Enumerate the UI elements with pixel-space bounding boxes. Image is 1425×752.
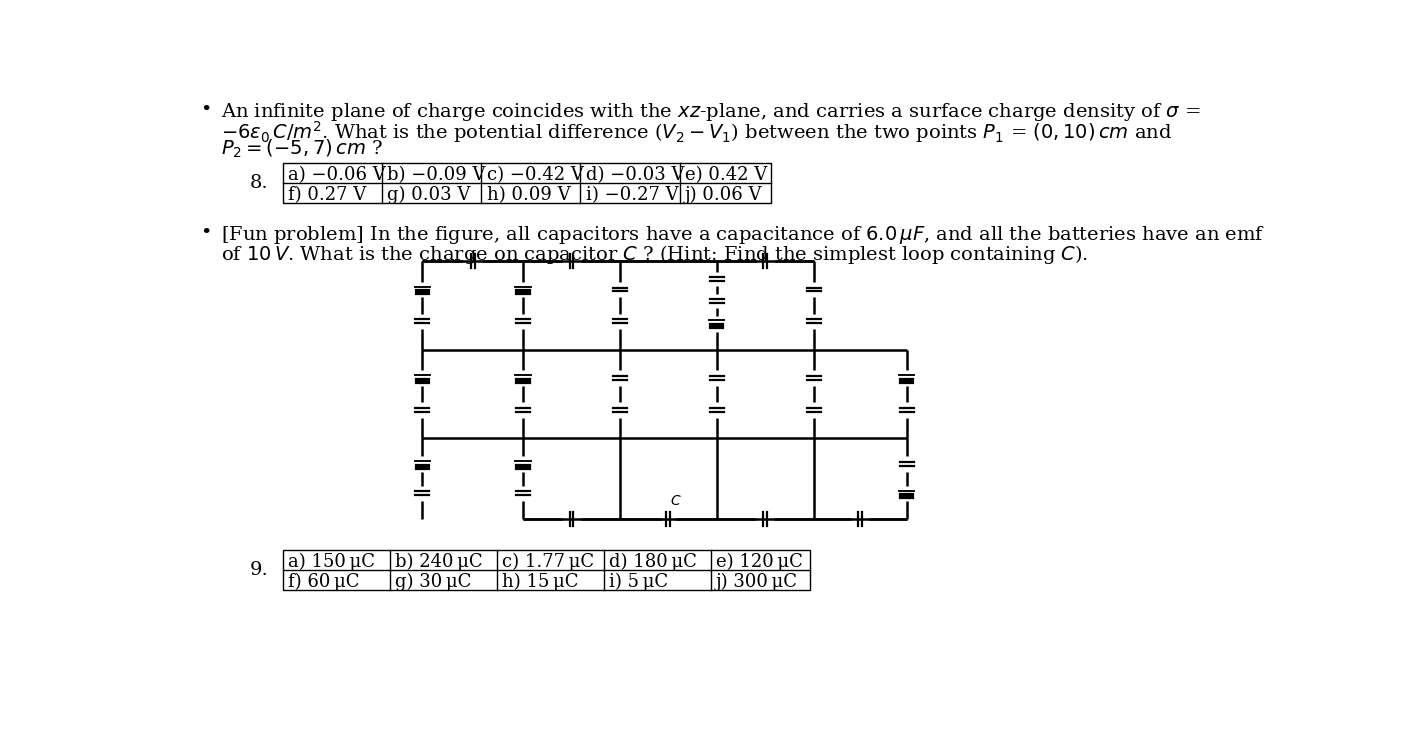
- Text: f) 0.27 V: f) 0.27 V: [288, 186, 366, 204]
- Text: •: •: [200, 224, 211, 242]
- Text: c) −0.42 V: c) −0.42 V: [486, 165, 583, 183]
- Text: b) 240 μC: b) 240 μC: [395, 553, 483, 572]
- Text: j) 0.06 V: j) 0.06 V: [685, 186, 762, 204]
- Text: of $10\,V$. What is the charge on capacitor $C$ ? (Hint: Find the simplest loop : of $10\,V$. What is the charge on capaci…: [221, 243, 1089, 265]
- Text: g) 0.03 V: g) 0.03 V: [388, 186, 470, 204]
- Text: 9.: 9.: [251, 561, 269, 579]
- Text: An infinite plane of charge coincides with the $xz$-plane, and carries a surface: An infinite plane of charge coincides wi…: [221, 101, 1200, 123]
- Text: e) 120 μC: e) 120 μC: [715, 553, 802, 572]
- Text: d) −0.03 V: d) −0.03 V: [586, 165, 684, 183]
- Text: b) −0.09 V: b) −0.09 V: [388, 165, 486, 183]
- Text: c) 1.77 μC: c) 1.77 μC: [502, 553, 594, 572]
- Text: g) 30 μC: g) 30 μC: [395, 573, 472, 591]
- Text: •: •: [200, 101, 211, 119]
- Text: a) 150 μC: a) 150 μC: [288, 553, 375, 572]
- Text: [Fun problem] In the figure, all capacitors have a capacitance of $6.0\,\mu F$, : [Fun problem] In the figure, all capacit…: [221, 224, 1265, 246]
- Bar: [282, 550, 809, 590]
- Text: $-6\epsilon_0\,C/m^2$. What is the potential difference ($V_2 - V_1$) between th: $-6\epsilon_0\,C/m^2$. What is the poten…: [221, 120, 1171, 145]
- Text: 8.: 8.: [251, 174, 269, 192]
- Text: f) 60 μC: f) 60 μC: [288, 573, 359, 591]
- Text: i) −0.27 V: i) −0.27 V: [586, 186, 678, 204]
- Text: i) 5 μC: i) 5 μC: [608, 573, 668, 591]
- Text: h) 0.09 V: h) 0.09 V: [486, 186, 570, 204]
- Text: e) 0.42 V: e) 0.42 V: [685, 165, 767, 183]
- Text: $C$: $C$: [670, 494, 681, 508]
- Text: d) 180 μC: d) 180 μC: [608, 553, 697, 572]
- Text: j) 300 μC: j) 300 μC: [715, 573, 798, 591]
- Bar: [282, 162, 771, 202]
- Text: a) −0.06 V: a) −0.06 V: [288, 165, 386, 183]
- Text: $P_2 = (-5, 7)\,cm$ ?: $P_2 = (-5, 7)\,cm$ ?: [221, 138, 383, 160]
- Text: h) 15 μC: h) 15 μC: [502, 573, 579, 591]
